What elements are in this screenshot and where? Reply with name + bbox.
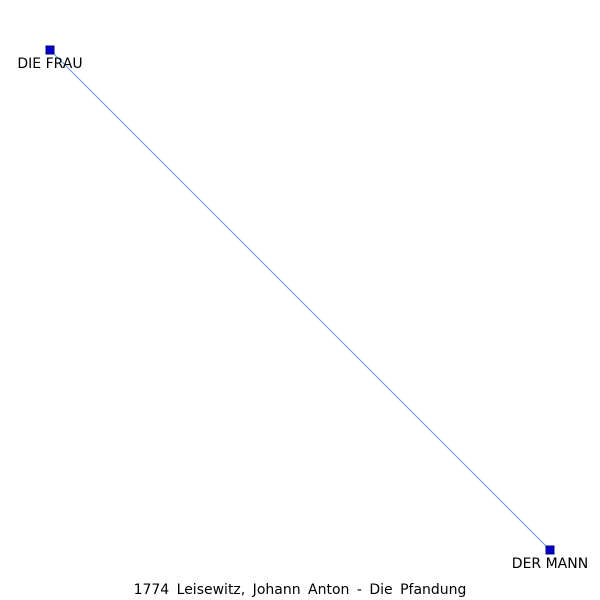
labels-layer: DIE FRAU DER MANN (17, 56, 588, 572)
edges-layer (49, 49, 551, 551)
node-label-die-frau: DIE FRAU (17, 56, 82, 72)
node-die-frau[interactable] (45, 45, 55, 55)
node-der-mann[interactable] (545, 545, 555, 555)
node-label-der-mann: DER MANN (512, 556, 588, 572)
nodes-layer (45, 45, 555, 555)
edge-frau-mann (49, 49, 551, 551)
graph-caption: 1774 Leisewitz, Johann Anton - Die Pfand… (133, 582, 467, 598)
